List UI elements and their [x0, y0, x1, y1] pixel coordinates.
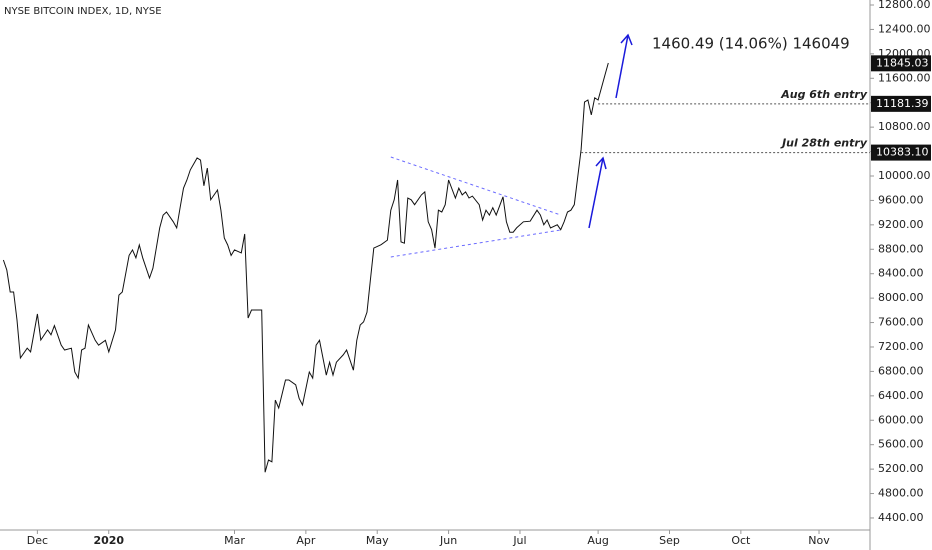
- y-tick-label: 4800.00: [878, 487, 924, 500]
- arrow-head: [595, 156, 607, 170]
- trendline: [390, 229, 561, 258]
- y-tick-label: 4400.00: [878, 511, 924, 524]
- x-tick-label: Jul: [512, 534, 526, 547]
- level-name: Jul 28th entry: [780, 137, 868, 150]
- x-tick-label: Mar: [224, 534, 245, 547]
- x-tick-label: Oct: [731, 534, 751, 547]
- x-tick-label: Nov: [808, 534, 830, 547]
- y-tick-label: 9200.00: [878, 218, 924, 231]
- level-name: Aug 6th entry: [780, 88, 868, 101]
- y-tick-label: 8000.00: [878, 291, 924, 304]
- x-tick-label: Dec: [27, 534, 48, 547]
- y-tick-label: 11600.00: [878, 71, 931, 84]
- arrow: [615, 34, 629, 99]
- y-tick-label: 9600.00: [878, 193, 924, 206]
- y-tick-label: 8800.00: [878, 242, 924, 255]
- y-tick-label: 12800.00: [878, 0, 931, 11]
- current-price-label: 11845.03: [876, 56, 929, 69]
- y-tick-label: 6400.00: [878, 389, 924, 402]
- y-tick-label: 8400.00: [878, 267, 924, 280]
- y-tick-label: 5200.00: [878, 462, 924, 475]
- x-tick-label: Apr: [296, 534, 316, 547]
- arrows: [588, 33, 633, 229]
- x-tick-label: Aug: [587, 534, 608, 547]
- arrow: [588, 157, 604, 229]
- price-box: [871, 95, 931, 112]
- price-box: [871, 144, 931, 161]
- x-tick-label: Jun: [439, 534, 457, 547]
- y-tick-label: 7200.00: [878, 340, 924, 353]
- price-line: [2, 62, 609, 473]
- arrow-head: [620, 33, 633, 46]
- x-tick-label: 2020: [93, 534, 124, 547]
- price-box-label: 10383.10: [876, 146, 929, 159]
- y-tick-label: 7600.00: [878, 316, 924, 329]
- y-tick-label: 10000.00: [878, 169, 931, 182]
- y-tick-label: 6800.00: [878, 364, 924, 377]
- chart-title: NYSE BITCOIN INDEX, 1D, NYSE: [4, 6, 162, 17]
- y-tick-label: 6000.00: [878, 413, 924, 426]
- price-box-label: 11181.39: [876, 97, 929, 110]
- y-tick-label: 12400.00: [878, 22, 931, 35]
- x-tick-label: Sep: [659, 534, 680, 547]
- annotation: 1460.49 (14.06%) 146049: [652, 35, 850, 53]
- x-tick-label: May: [366, 534, 389, 547]
- y-tick-label: 5600.00: [878, 438, 924, 451]
- current-price-box: [871, 55, 931, 72]
- y-tick-label: 10800.00: [878, 120, 931, 133]
